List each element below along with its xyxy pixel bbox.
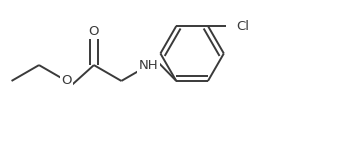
Text: NH: NH <box>139 59 159 72</box>
Text: O: O <box>89 25 99 38</box>
Text: Cl: Cl <box>236 20 249 32</box>
Text: O: O <box>61 74 72 87</box>
